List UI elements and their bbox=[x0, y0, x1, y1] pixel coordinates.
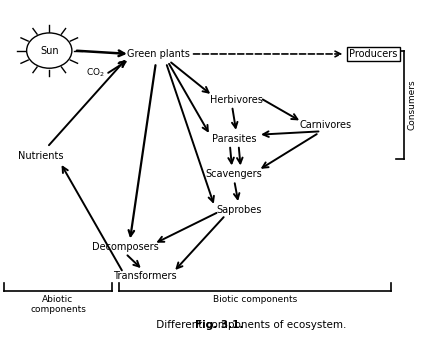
Text: Sun: Sun bbox=[40, 45, 59, 56]
Text: Saprobes: Saprobes bbox=[216, 205, 261, 215]
Text: Consumers: Consumers bbox=[407, 80, 417, 130]
Text: Producers: Producers bbox=[350, 49, 398, 59]
Text: Nutrients: Nutrients bbox=[18, 151, 64, 161]
Text: Different components of ecosystem.: Different components of ecosystem. bbox=[153, 320, 346, 330]
Text: Parasites: Parasites bbox=[212, 134, 257, 144]
Text: Carnivores: Carnivores bbox=[300, 120, 352, 130]
Text: Abiotic
components: Abiotic components bbox=[30, 295, 86, 314]
Text: Decomposers: Decomposers bbox=[92, 242, 159, 252]
Text: Herbivores: Herbivores bbox=[210, 95, 263, 105]
Text: Scavengers: Scavengers bbox=[206, 169, 263, 180]
Text: Biotic components: Biotic components bbox=[213, 295, 297, 304]
Circle shape bbox=[27, 33, 72, 68]
Text: Transformers: Transformers bbox=[113, 271, 177, 281]
Text: CO$_2$: CO$_2$ bbox=[85, 66, 104, 79]
Text: Fig. 3.1.: Fig. 3.1. bbox=[195, 320, 243, 330]
Text: Green plants: Green plants bbox=[127, 49, 190, 59]
